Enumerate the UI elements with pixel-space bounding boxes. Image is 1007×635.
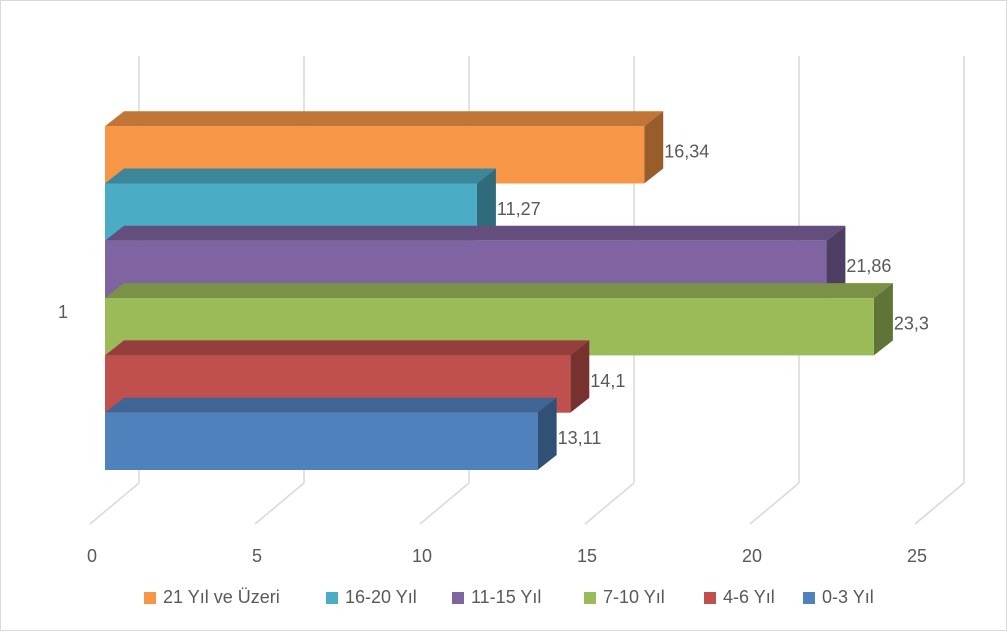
bar-top-face: [105, 283, 893, 299]
bar-side-face: [826, 225, 846, 299]
data-label: 14,1: [590, 371, 625, 391]
data-label: 16,34: [664, 142, 709, 162]
legend: 21 Yıl ve Üzeri 16-20 Yıl 11-15 Yıl 7-10 Yı…: [144, 587, 874, 607]
data-label: 21,86: [846, 256, 891, 276]
floor-gridline: [89, 482, 140, 525]
legend-entry: 4-6 Yıl: [723, 587, 775, 607]
bar-side-face: [570, 340, 590, 413]
bar-top-face: [105, 340, 590, 356]
x-tick-label: 20: [742, 546, 762, 566]
bar-0-3-yıl: [105, 397, 557, 470]
bar-top-face: [105, 397, 557, 413]
floor-gridline: [914, 482, 965, 525]
bar-top-face: [105, 111, 664, 127]
legend-swatch: [452, 592, 464, 604]
legend-swatch: [704, 592, 716, 604]
bars: [105, 111, 893, 470]
floor-gridline: [254, 482, 305, 525]
legend-swatch: [803, 592, 815, 604]
data-label: 11,27: [497, 199, 541, 219]
legend-entry: 0-3 Yıl: [822, 587, 874, 607]
floor-gridline: [584, 482, 635, 525]
x-tick-label: 0: [87, 546, 97, 566]
legend-swatch: [326, 592, 338, 604]
legend-entry: 21 Yıl ve Üzeri: [163, 587, 280, 607]
bar-top-face: [105, 225, 846, 241]
bar-side-face: [537, 397, 557, 470]
bar-side-face: [644, 111, 664, 184]
floor-gridline: [749, 482, 800, 525]
x-tick-label: 10: [412, 546, 432, 566]
bar-side-face: [476, 168, 496, 241]
bar-front-face: [105, 412, 538, 470]
bar-top-face: [105, 168, 496, 184]
legend-entry: 11-15 Yıl: [471, 587, 541, 607]
x-axis-ticks: 0 5 10 15 20 25: [87, 546, 927, 566]
legend-swatch: [144, 592, 156, 604]
legend-swatch: [584, 592, 596, 604]
data-labels: 16,34 11,27 21,86 23,3 14,1 13,11: [497, 142, 929, 449]
x-tick-label: 15: [577, 546, 597, 566]
category-label: 1: [58, 302, 68, 322]
bar-side-face: [873, 283, 893, 356]
floor-gridline: [419, 482, 470, 525]
legend-entry: 7-10 Yıl: [603, 587, 665, 607]
legend-entry: 16-20 Yıl: [345, 587, 417, 607]
data-label: 23,3: [894, 314, 929, 334]
x-tick-label: 25: [907, 546, 927, 566]
x-tick-label: 5: [252, 546, 262, 566]
data-label: 13,11: [558, 428, 602, 448]
